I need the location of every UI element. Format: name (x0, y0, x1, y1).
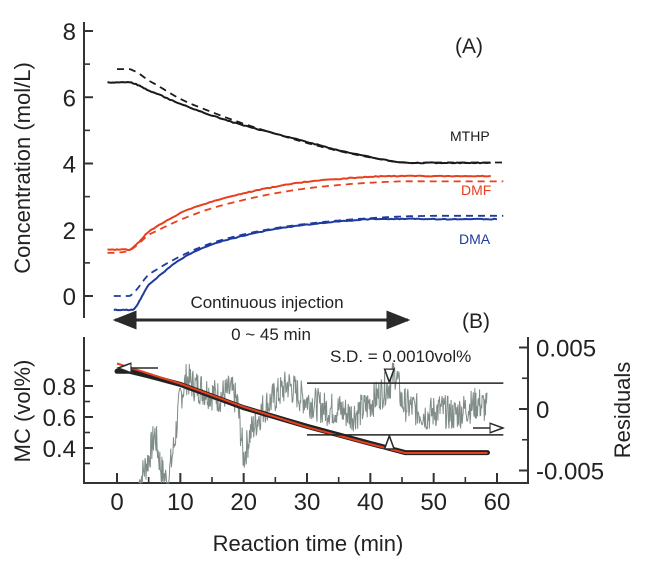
y-tick-label: 0.4 (43, 436, 76, 463)
series-line-dmf-model (108, 181, 504, 253)
injection-range-label: 0 ~ 45 min (231, 325, 311, 344)
y-tick-label: 6 (63, 85, 76, 112)
y2-tick-label: -0.005 (536, 459, 604, 486)
panel-b-x-ticks: 0 10 20 30 40 50 60 (110, 473, 510, 516)
panel-b-y-ticks: 0.4 0.6 0.8 (43, 371, 93, 464)
chart-figure: 0 2 4 6 8 (A) MTHP DMF DMA Concentration (mo… (0, 0, 650, 563)
panel-b-y2-ticks: -0.005 0 0.005 (519, 336, 604, 486)
x-tick-label: 50 (420, 489, 447, 516)
y-tick-label: 2 (63, 218, 76, 245)
series-label-dmf: DMF (461, 182, 491, 198)
injection-label: Continuous injection (190, 293, 343, 312)
series-label-mthp: MTHP (450, 128, 490, 144)
panel-b-series (117, 363, 488, 483)
y-tick-label: 0.6 (43, 405, 76, 432)
x-tick-label: 20 (230, 489, 257, 516)
y-tick-label: 0.8 (43, 374, 76, 401)
series-line-mc-fit (117, 364, 488, 454)
y2-tick-label: 0.005 (536, 336, 596, 363)
series-line-residuals (139, 363, 487, 483)
series-line-mthp (108, 82, 491, 163)
y-tick-label: 0 (63, 284, 76, 311)
panel-a-series (108, 69, 504, 310)
x-axis-title: Reaction time (min) (213, 531, 404, 556)
panel-a-y-ticks: 0 2 4 6 8 (63, 19, 93, 311)
x-tick-label: 40 (357, 489, 384, 516)
y-tick-label: 4 (63, 152, 76, 179)
sd-annotation: S.D. = 0.0010vol% (330, 347, 471, 366)
injection-annotation: Continuous injection 0 ~ 45 min (115, 293, 408, 344)
panel-b-y-axis-title: MC (vol%) (10, 360, 35, 463)
panel-b-y2-axis-title: Residuals (610, 362, 635, 459)
x-tick-label: 0 (110, 489, 123, 516)
y-tick-label: 8 (63, 19, 76, 46)
x-tick-label: 60 (484, 489, 511, 516)
panel-b-label: (B) (462, 310, 490, 333)
series-line-dma-model (114, 216, 504, 296)
series-label-dma: DMA (459, 231, 491, 247)
x-tick-label: 10 (167, 489, 194, 516)
panel-a-label: (A) (455, 35, 483, 58)
panel-b: (B) 0.4 0.6 0.8 -0.005 0 0.005 0 10 20 30 40 50 60… (10, 310, 635, 556)
x-tick-label: 30 (294, 489, 321, 516)
series-line-dmf (108, 176, 491, 250)
panel-a: 0 2 4 6 8 (A) MTHP DMF DMA Concentration (mo… (10, 19, 503, 318)
series-line-mthp-model (117, 69, 503, 163)
panel-a-y-axis-title: Concentration (mol/L) (10, 62, 35, 274)
y2-tick-label: 0 (536, 397, 549, 424)
